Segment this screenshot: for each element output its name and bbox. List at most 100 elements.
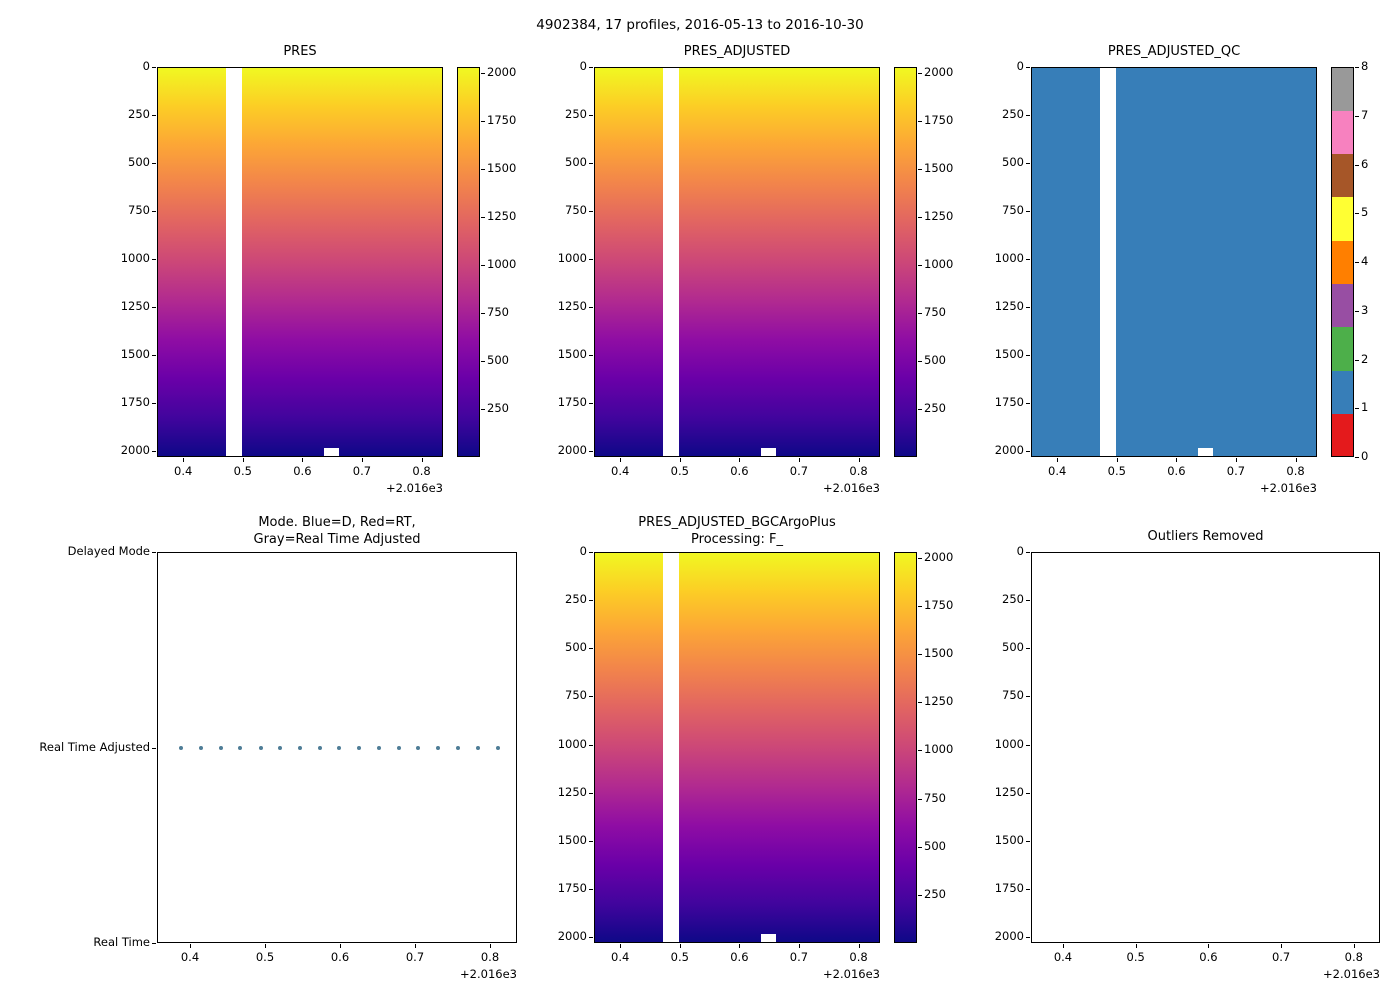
qc-cbar-tick-label: 1 — [1361, 400, 1369, 415]
pres_adjusted-colorbar-frame — [894, 67, 917, 457]
pres-cbar-tick-label: 1250 — [487, 208, 517, 223]
pres-xtick-mark — [302, 458, 304, 462]
qc-title: PRES_ADJUSTED_QC — [1107, 44, 1241, 59]
pres_adjusted-title: PRES_ADJUSTED — [683, 44, 791, 59]
qc-ytick-mark — [1026, 403, 1030, 405]
qc-xtick-label: 0.5 — [1107, 464, 1126, 478]
bgc-ytick-label: 1750 — [557, 881, 587, 896]
qc-xtick-mark — [1057, 458, 1059, 462]
pres-axis-offset-text: +2.016e3 — [386, 481, 443, 495]
mode-point — [416, 745, 420, 750]
pres-cbar-tick-label: 750 — [487, 304, 509, 319]
outliers-xtick-mark — [1135, 944, 1137, 948]
qc-colorbar-segment-0 — [1331, 413, 1354, 458]
pres-ytick-label: 1000 — [120, 251, 150, 266]
outliers-ytick-mark — [1026, 889, 1030, 891]
pres-cbar-tick-label: 1750 — [487, 112, 517, 127]
pres_adjusted-cbar-tick-label: 1500 — [924, 160, 954, 175]
bgc-cbar-tick-mark — [918, 750, 922, 752]
pres-cbar-tick-mark — [481, 312, 485, 314]
mode-xtick-label: 0.8 — [480, 950, 500, 964]
pres-xtick-mark — [183, 458, 185, 462]
pres_adjusted-cbar-tick-mark — [918, 72, 922, 74]
bgc-cbar-tick-label: 2000 — [924, 549, 954, 564]
pres_adjusted-xtick-label: 0.6 — [730, 464, 749, 478]
pres_adjusted-cbar-tick-mark — [918, 408, 922, 410]
bgc-ytick-label: 2000 — [557, 929, 587, 944]
qc-data-gap — [1100, 67, 1117, 457]
qc-cbar-tick-label: 0 — [1361, 449, 1369, 463]
bgc-ytick-mark — [589, 648, 593, 650]
qc-ytick-label: 500 — [1002, 155, 1024, 170]
pres-cbar-tick-mark — [481, 408, 485, 410]
qc-cbar-tick-label: 3 — [1361, 302, 1369, 317]
outliers-ytick-mark — [1026, 937, 1030, 939]
outliers-ytick-label: 1000 — [994, 736, 1024, 751]
bgc-cbar-tick-label: 500 — [924, 838, 946, 853]
bgc-ytick-label: 500 — [565, 640, 587, 655]
qc-colorbar-segment-2 — [1331, 327, 1354, 371]
bgc-xtick-label: 0.8 — [849, 950, 868, 964]
bgc-colorbar — [894, 552, 917, 943]
qc-xtick-label: 0.6 — [1167, 464, 1186, 478]
mode-point — [476, 745, 480, 750]
pres_adjusted-ytick-label: 1750 — [557, 395, 587, 410]
bgc-data-gap — [663, 552, 680, 943]
outliers-ytick-label: 1750 — [994, 881, 1024, 896]
pres-cbar-tick-mark — [481, 72, 485, 74]
qc-cbar-tick-mark — [1355, 164, 1359, 166]
qc-cbar-tick-mark — [1355, 457, 1359, 458]
pres-ytick-mark — [152, 67, 156, 68]
qc-xtick-label: 0.8 — [1286, 464, 1305, 478]
pres-data-gap — [226, 67, 243, 457]
pres-cbar-tick-mark — [481, 168, 485, 170]
pres_adjusted-ytick-label: 500 — [565, 155, 587, 170]
bgc-cbar-tick-mark — [918, 654, 922, 656]
outliers-xtick-mark — [1353, 944, 1355, 948]
pres_adjusted-cbar-tick-mark — [918, 360, 922, 362]
qc-cbar-tick-label: 8 — [1361, 59, 1369, 73]
qc-cbar-tick-mark — [1355, 408, 1359, 410]
pres-ytick-label: 250 — [128, 107, 150, 122]
qc-ytick-label: 750 — [1002, 203, 1024, 218]
qc-axes — [1031, 67, 1317, 457]
pres-cbar-tick-label: 1000 — [487, 256, 517, 271]
outliers-xtick-label: 0.7 — [1271, 950, 1291, 964]
outliers-xtick-label: 0.5 — [1126, 950, 1145, 964]
pres_adjusted-ytick-mark — [589, 211, 593, 213]
pres-ytick-label: 1250 — [120, 299, 150, 314]
outliers-ytick-label: 0 — [1016, 544, 1024, 558]
bgc-cbar-tick-mark — [918, 798, 922, 800]
bgc-xtick-mark — [620, 944, 622, 948]
bgc-axis-offset-text: +2.016e3 — [823, 967, 880, 981]
mode-ycat-mark — [152, 747, 156, 749]
bgc-ytick-mark — [589, 840, 593, 842]
qc-xtick-mark — [1176, 458, 1178, 462]
bgc-cbar-tick-label: 1500 — [924, 646, 954, 661]
qc-colorbar-segment-7 — [1331, 110, 1354, 155]
mode-point — [238, 745, 243, 750]
outliers-ytick-mark — [1026, 840, 1030, 842]
qc-ytick-mark — [1026, 67, 1030, 68]
pres-colorbar — [457, 67, 480, 457]
pres_adjusted-cbar-tick-mark — [918, 120, 922, 122]
qc-xtick-label: 0.7 — [1226, 464, 1246, 478]
mode-xtick-label: 0.7 — [405, 950, 425, 964]
pres_adjusted-axis-offset-text: +2.016e3 — [823, 481, 880, 495]
pres_adjusted-cbar-tick-label: 1250 — [924, 208, 954, 223]
mode-point — [396, 745, 401, 750]
pres-ytick-label: 500 — [128, 155, 150, 170]
bgc-ytick-mark — [589, 600, 593, 602]
qc-colorbar-segment-8 — [1331, 67, 1354, 111]
qc-colorbar-frame — [1331, 67, 1354, 457]
bgc-cbar-tick-mark — [918, 894, 922, 896]
bgc-ytick-mark — [589, 792, 593, 794]
pres_adjusted-ytick-label: 1500 — [557, 347, 587, 362]
qc-bottom-gap — [1197, 448, 1214, 457]
mode-ycat-mark — [152, 943, 156, 944]
bgc-ytick-label: 750 — [565, 688, 587, 703]
bgc-ytick-mark — [589, 696, 593, 698]
mode-ycat-label: Real Time Adjusted — [39, 739, 150, 754]
pres-bottom-gap — [323, 448, 340, 457]
pres_adjusted-xtick-label: 0.4 — [611, 464, 630, 478]
